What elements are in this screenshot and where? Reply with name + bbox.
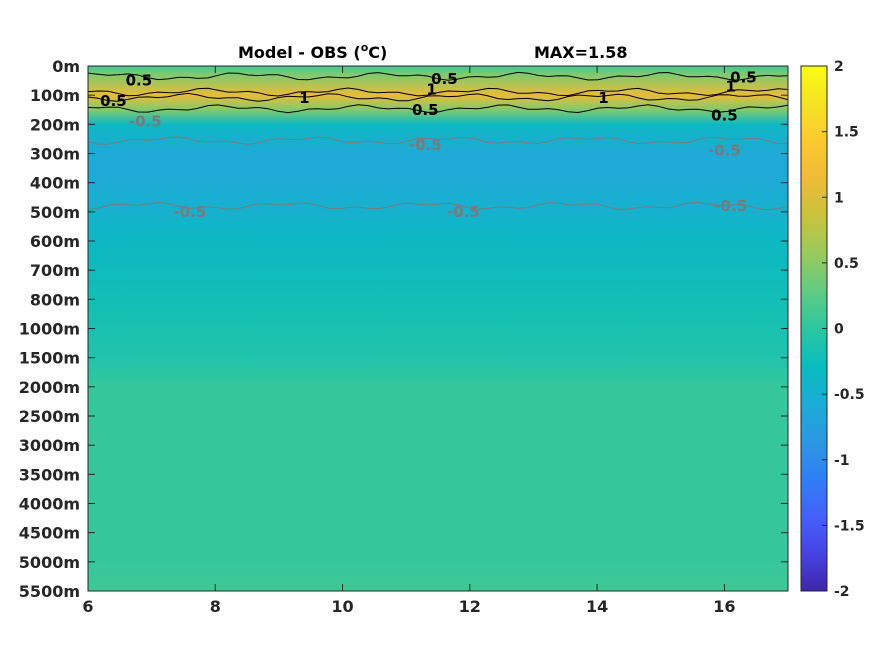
contour-label: -0.5 (129, 112, 162, 130)
colorbar-tick-label: 2 (834, 59, 844, 75)
y-tick-label: 800m (30, 290, 80, 309)
heatmap-fill (88, 66, 788, 591)
y-tick-label: 600m (30, 232, 80, 251)
contour-label: 0.5 (431, 70, 458, 88)
contour-label: 1 (426, 80, 436, 98)
contour-label: -0.5 (714, 197, 747, 215)
contour-label: 0.5 (100, 92, 127, 110)
x-tick-label: 16 (713, 597, 735, 616)
y-tick-label: 5000m (19, 553, 80, 572)
y-tick-label: 2000m (19, 378, 80, 397)
contour-line (88, 201, 788, 211)
contour-label: 0.5 (412, 101, 439, 119)
y-tick-label: 4500m (19, 524, 80, 543)
x-tick-label: 14 (586, 597, 608, 616)
colorbar-tick-label: -0.5 (834, 387, 865, 403)
colorbar-ticks: 2 1.5 1 0.5 0 -0.5 -1 -1.5 -2 (822, 59, 865, 600)
contour-line (88, 136, 788, 145)
contour-label: -0.5 (708, 142, 741, 160)
colorbar-tick-label: 0 (834, 322, 844, 338)
x-tick-label: 12 (459, 597, 481, 616)
contour-line (88, 92, 788, 102)
contour-label: 0.5 (730, 69, 757, 87)
contour-line (88, 71, 788, 81)
y-tick-label: 400m (30, 174, 80, 193)
y-tick-label: 1500m (19, 349, 80, 368)
colorbar-tick-label: -1.5 (834, 518, 865, 534)
y-tick-label: 0m (52, 57, 80, 76)
y-tick-label: 5500m (19, 582, 80, 601)
x-tick-label: 10 (331, 597, 353, 616)
contour-label: -0.5 (447, 203, 480, 221)
colorbar-tick-label: -1 (834, 453, 850, 469)
x-tick-label: 8 (210, 597, 221, 616)
y-tick-label: 4000m (19, 495, 80, 514)
y-tick-label: 3000m (19, 436, 80, 455)
y-tick-label: 700m (30, 261, 80, 280)
contour-line (88, 87, 788, 97)
colorbar-tick-label: 1 (834, 190, 844, 206)
contour-label: -0.5 (409, 136, 442, 154)
colorbar-tick-label: 1.5 (834, 125, 859, 141)
x-tick-label: 6 (82, 597, 93, 616)
contour-line (88, 104, 788, 114)
contour-label: 1 (299, 89, 309, 107)
contour-label: 1 (726, 77, 736, 95)
y-tick-label: 100m (30, 86, 80, 105)
y-tick-label: 2500m (19, 407, 80, 426)
chart-title: Model - OBS (oC) (238, 41, 387, 62)
max-value-label: MAX=1.58 (534, 43, 628, 62)
axes: 0m 100m 200m 300m 400m 500m 600m 700m 800m 1000m 1… (19, 57, 788, 616)
colorbar-tick-label: 0.5 (834, 256, 859, 272)
contour-label: 0.5 (126, 72, 153, 90)
y-tick-label: 200m (30, 115, 80, 134)
heatmap-field: 0.50.5 10.510.510.510.5-0.5-0.5 -0.5-0.5 -0… (88, 66, 788, 591)
y-tick-label: 1000m (19, 320, 80, 339)
y-tick-label: 300m (30, 145, 80, 164)
contour-label: 1 (598, 89, 608, 107)
contour-label: -0.5 (173, 203, 206, 221)
y-tick-label: 3500m (19, 465, 80, 484)
colorbar-tick-label: -2 (834, 584, 850, 600)
contour-label: 0.5 (711, 107, 738, 125)
y-tick-label: 500m (30, 203, 80, 222)
